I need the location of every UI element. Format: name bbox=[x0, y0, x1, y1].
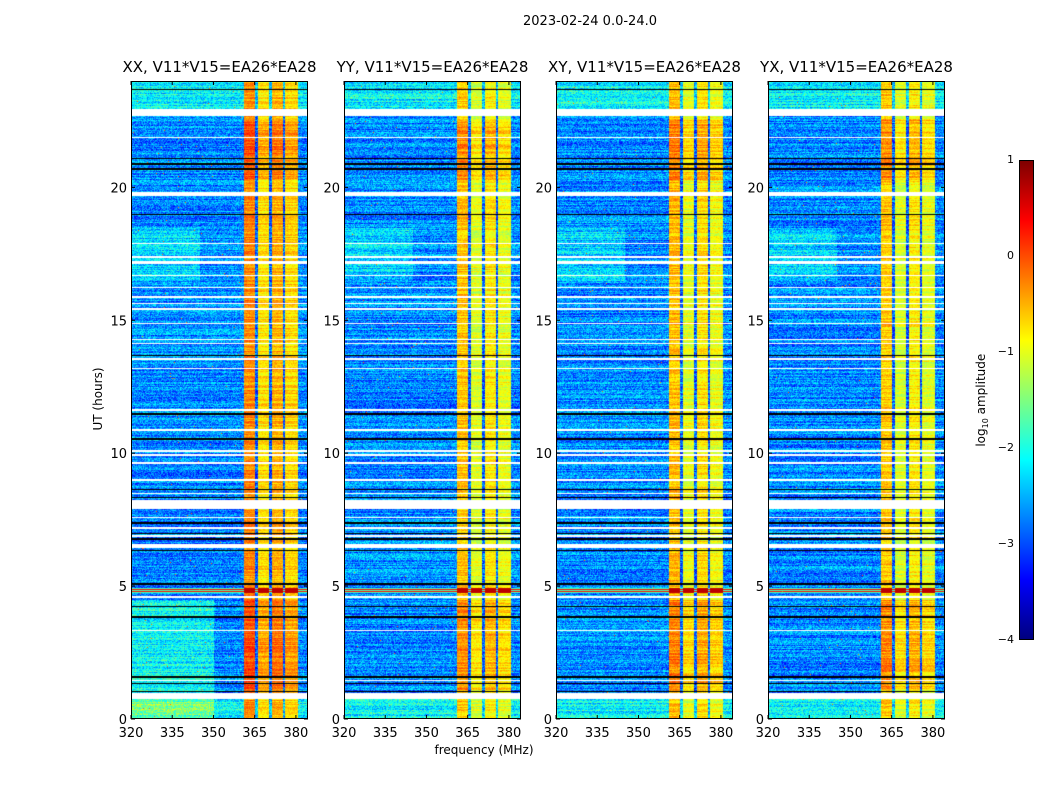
x-tick-label: 365 bbox=[667, 726, 692, 741]
y-axis-label: UT (hours) bbox=[91, 367, 105, 431]
axes: 320 335 350 365 380 0 5 10 15 20 bbox=[323, 81, 521, 741]
colorbar-tick-label: 0 bbox=[1007, 249, 1014, 262]
y-tick-label: 5 bbox=[544, 580, 552, 595]
x-tick-label: 320 bbox=[119, 726, 144, 741]
y-tick-label: 10 bbox=[535, 447, 552, 462]
spectrogram bbox=[768, 81, 945, 719]
x-tick-label: 335 bbox=[160, 726, 185, 741]
y-tick-label: 0 bbox=[756, 713, 764, 728]
colorbar-tick-label: 1 bbox=[1007, 153, 1014, 166]
panel-xy: XY, V11*V15=EA26*EA28 320 335 350 365 380 0 5 1… bbox=[535, 58, 740, 741]
axes: 320 335 350 365 380 0 5 10 15 20 bbox=[535, 81, 733, 741]
y-tick-label: 15 bbox=[535, 314, 552, 329]
y-tick-label: 0 bbox=[332, 713, 340, 728]
colorbar bbox=[1019, 160, 1034, 640]
colorbar-tick-label: −3 bbox=[997, 537, 1014, 550]
x-tick-label: 320 bbox=[544, 726, 569, 741]
spectrogram bbox=[131, 81, 308, 719]
x-tick-label: 335 bbox=[797, 726, 822, 741]
x-tick-label: 335 bbox=[373, 726, 398, 741]
panel-yy: YY, V11*V15=EA26*EA28 320 335 350 365 380 0 5 1… bbox=[323, 58, 528, 741]
x-tick-label: 320 bbox=[756, 726, 781, 741]
x-tick-label: 320 bbox=[332, 726, 357, 741]
panel-yx: YX, V11*V15=EA26*EA28 320 335 350 365 380 0 5 1… bbox=[747, 58, 952, 741]
figure-title: 2023-02-24 0.0-24.0 bbox=[523, 14, 657, 29]
panel-title: YX, V11*V15=EA26*EA28 bbox=[760, 58, 953, 76]
x-tick-label: 380 bbox=[283, 726, 308, 741]
y-tick-label: 20 bbox=[747, 181, 764, 196]
spectrogram bbox=[344, 81, 521, 719]
x-tick-label: 335 bbox=[585, 726, 610, 741]
x-tick-label: 380 bbox=[496, 726, 521, 741]
y-tick-label: 20 bbox=[535, 181, 552, 196]
y-tick-label: 10 bbox=[747, 447, 764, 462]
panel-title: XX, V11*V15=EA26*EA28 bbox=[122, 58, 317, 76]
y-tick-label: 5 bbox=[332, 580, 340, 595]
colorbar-tick-label: −2 bbox=[997, 441, 1014, 454]
colorbar-label: log10 amplitude bbox=[973, 353, 991, 447]
x-tick-label: 350 bbox=[414, 726, 439, 741]
y-tick-label: 5 bbox=[756, 580, 764, 595]
x-tick-label: 380 bbox=[708, 726, 733, 741]
x-axis-label: frequency (MHz) bbox=[434, 743, 534, 757]
panel-title: XY, V11*V15=EA26*EA28 bbox=[548, 58, 741, 76]
spectrogram bbox=[556, 81, 733, 719]
axes: 320 335 350 365 380 0 5 10 15 20 bbox=[110, 81, 308, 741]
y-tick-label: 0 bbox=[119, 713, 127, 728]
y-tick-label: 10 bbox=[323, 447, 340, 462]
x-tick-label: 380 bbox=[920, 726, 945, 741]
colorbar-tick-label: −4 bbox=[997, 633, 1014, 646]
x-tick-label: 365 bbox=[879, 726, 904, 741]
x-tick-label: 350 bbox=[626, 726, 651, 741]
panel-xx: XX, V11*V15=EA26*EA28 320 335 350 365 380 0 5 1… bbox=[110, 58, 316, 741]
y-tick-label: 5 bbox=[119, 580, 127, 595]
y-tick-label: 10 bbox=[110, 447, 127, 462]
x-tick-label: 365 bbox=[455, 726, 480, 741]
y-tick-label: 20 bbox=[110, 181, 127, 196]
y-tick-label: 20 bbox=[323, 181, 340, 196]
axes: 320 335 350 365 380 0 5 10 15 20 bbox=[747, 81, 945, 741]
panel-title: YY, V11*V15=EA26*EA28 bbox=[336, 58, 529, 76]
y-tick-label: 0 bbox=[544, 713, 552, 728]
y-tick-label: 15 bbox=[110, 314, 127, 329]
x-tick-label: 350 bbox=[838, 726, 863, 741]
y-tick-label: 15 bbox=[323, 314, 340, 329]
colorbar-tick-label: −1 bbox=[997, 345, 1014, 358]
y-tick-label: 15 bbox=[747, 314, 764, 329]
x-tick-label: 350 bbox=[201, 726, 226, 741]
x-tick-label: 365 bbox=[242, 726, 267, 741]
